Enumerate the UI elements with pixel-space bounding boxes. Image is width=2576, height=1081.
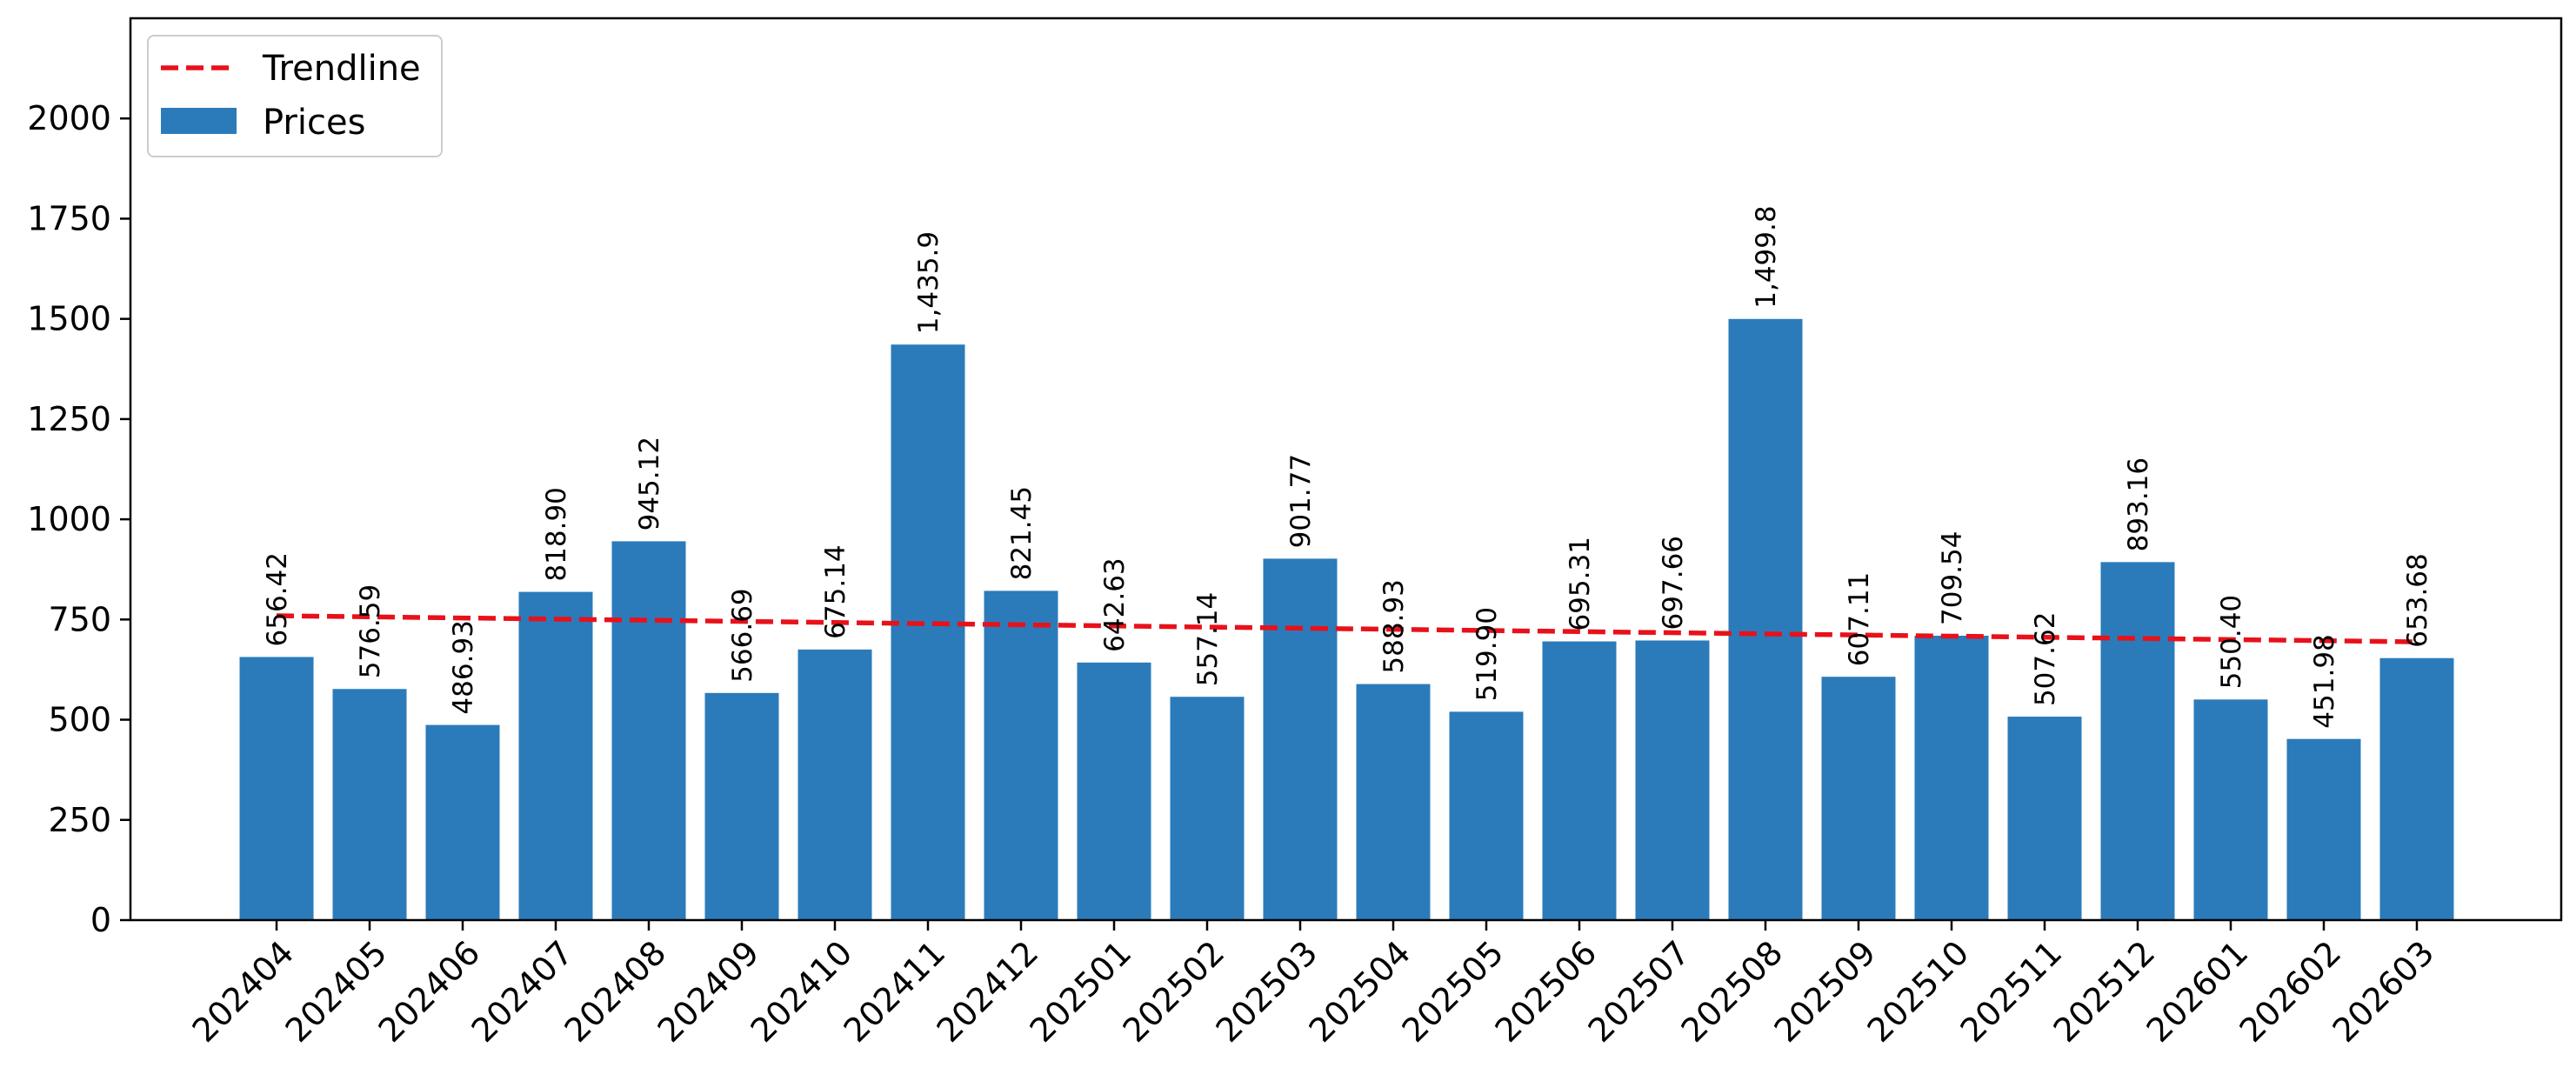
y-tick-label: 250 (48, 801, 111, 839)
y-axis: 0 250 500 750 1000 1250 1500 1750 2000 (27, 99, 130, 939)
bar-value-label: 901.77 (1285, 454, 1317, 548)
bar-value-label: 821.45 (1006, 486, 1038, 580)
y-tick-label: 500 (48, 701, 111, 739)
bar (2193, 699, 2268, 920)
bar (1263, 558, 1338, 920)
bar (984, 591, 1058, 920)
legend-label-prices: Prices (263, 103, 365, 143)
bar (518, 591, 593, 920)
bar (1356, 684, 1431, 920)
bar-value-label: 697.66 (1658, 536, 1689, 630)
bar (2286, 738, 2361, 920)
data-labels: 656.42 576.59 486.93 818.90 945.12 566.69 675.… (262, 205, 2433, 728)
bar (704, 692, 779, 920)
bar (611, 541, 686, 920)
bar (891, 344, 965, 920)
bar (2379, 657, 2454, 920)
bar-value-label: 1,435.9 (913, 231, 944, 334)
bar-value-label: 550.40 (2216, 595, 2247, 689)
bar-value-label: 818.90 (541, 487, 572, 581)
bar-value-label: 675.14 (820, 544, 851, 638)
y-tick-label: 1250 (27, 400, 111, 438)
y-tick-label: 1000 (27, 500, 111, 538)
bar-value-label: 653.68 (2402, 553, 2433, 647)
bar-value-label: 1,499.8 (1751, 205, 1782, 308)
bar (1170, 697, 1245, 920)
bar-value-label: 566.69 (727, 588, 758, 682)
bar-value-label: 588.93 (1378, 579, 1410, 673)
bar (239, 657, 314, 920)
y-tick-label: 2000 (27, 99, 111, 137)
bar (1542, 641, 1617, 920)
bar (1914, 635, 1989, 920)
bar (2100, 562, 2175, 920)
bar (1728, 318, 1803, 920)
bar (797, 649, 872, 920)
bar (2007, 717, 2082, 920)
bar-value-label: 576.59 (355, 584, 386, 678)
bar (1635, 640, 1710, 920)
legend: Trendline Prices (147, 35, 443, 157)
bar-value-label: 945.12 (634, 437, 665, 530)
y-tick-label: 750 (48, 600, 111, 638)
bar-value-label: 893.16 (2123, 457, 2154, 551)
bar-value-label: 519.90 (1472, 607, 1503, 701)
bar (1077, 662, 1151, 920)
bar-value-label: 507.62 (2030, 612, 2061, 706)
legend-prices-swatch (161, 108, 237, 134)
trendline (276, 613, 2418, 644)
y-tick-label: 0 (90, 901, 111, 939)
bar-value-label: 607.11 (1844, 572, 1875, 666)
bar-value-label: 486.93 (448, 620, 479, 714)
bars (239, 318, 2454, 920)
bar-value-label: 642.63 (1099, 557, 1131, 651)
legend-label-trendline: Trendline (262, 49, 421, 89)
bar-value-label: 709.54 (1937, 530, 1968, 624)
bar-value-label: 695.31 (1565, 537, 1596, 631)
y-tick-label: 1500 (27, 300, 111, 338)
bar (425, 724, 500, 920)
bar (332, 689, 407, 920)
trendline-series (276, 613, 2418, 644)
bar (1449, 711, 1524, 920)
bar-value-label: 656.42 (262, 552, 293, 646)
y-tick-label: 1750 (27, 199, 111, 237)
bar-value-label: 557.14 (1192, 592, 1224, 686)
bar (1821, 677, 1896, 920)
plot-frame (129, 17, 2563, 922)
bar-value-label: 451.98 (2309, 634, 2340, 728)
